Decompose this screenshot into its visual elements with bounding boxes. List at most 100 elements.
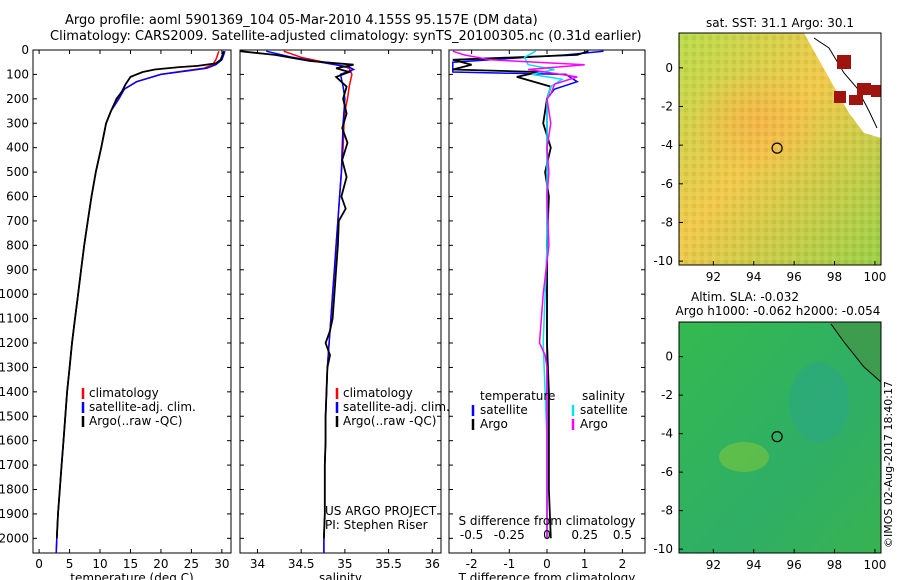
x-tick-label: 30: [214, 557, 229, 571]
x-tick-label: 5: [66, 557, 74, 571]
x-tick-label: 98: [827, 270, 842, 284]
legend-label: satellite: [480, 403, 528, 417]
y-tick-label: 1900: [0, 507, 29, 521]
x-tick-label: 100: [863, 558, 886, 572]
map-title: Altim. SLA: -0.032: [691, 290, 799, 304]
x-tick-label: 96: [786, 558, 801, 572]
map-title: sat. SST: 31.1 Argo: 30.1: [706, 16, 854, 30]
y-tick-label: -2: [661, 388, 673, 402]
x-tick-label: 100: [863, 270, 886, 284]
y-tick-label: 0: [665, 350, 673, 364]
y-tick-label: -8: [661, 504, 673, 518]
legend-title: temperature: [480, 389, 555, 403]
x-axis-label: salinity: [319, 571, 362, 580]
sst-hot-cell: [871, 85, 881, 97]
x-tick-label: 34.5: [288, 557, 315, 571]
sst-hot-cell: [857, 83, 871, 95]
x-tick-label: 10: [92, 557, 107, 571]
y-tick-label: 600: [6, 190, 29, 204]
y-tick-label: 700: [6, 214, 29, 228]
sst-map: 92 94 96 98 100 0 -2 -4 -6 -8 -10 sat. SST: 31.1 Ar…: [653, 16, 886, 284]
x-tick-label: 1: [581, 557, 589, 571]
annotation-text: PI: Stephen Riser: [325, 518, 428, 532]
annotation-text: US ARGO PROJECT: [325, 504, 437, 518]
sst-hot-cell: [834, 91, 846, 103]
x-tick-label: 36: [425, 557, 440, 571]
sla-map-frame: [678, 321, 882, 554]
series-line-temperature-argo: [452, 50, 589, 539]
y-tick-label: 1200: [0, 336, 29, 350]
top-tick-label: 0.5: [613, 528, 632, 542]
y-tick-label: 200: [6, 92, 29, 106]
sla-map-field: [679, 322, 881, 553]
footer-credit: ©IMOS 02-Aug-2017 18:40:17: [882, 381, 895, 548]
y-tick-label: 1400: [0, 385, 29, 399]
x-axis-label: T difference from climatology: [458, 571, 636, 580]
profile-location-marker: [771, 142, 783, 154]
y-tick-label: 900: [6, 263, 29, 277]
y-tick-label: 300: [6, 116, 29, 130]
series-line-argo-raw-qc-: [55, 50, 225, 539]
coastline: [813, 37, 878, 129]
temperature-panel: 0100200300400500600700800900100011001200…: [0, 43, 232, 580]
salinity-panel: 34 34.5 35 35.5 36 salinity climatologysatelli…: [239, 49, 450, 580]
top-tick-label: -0.25: [494, 528, 525, 542]
x-axis-label: temperature (deg C): [70, 571, 193, 580]
y-tick-label: 2000: [0, 531, 29, 545]
y-tick-label: 1100: [0, 312, 29, 326]
y-tick-label: 1600: [0, 434, 29, 448]
legend-label: Argo(..raw -QC): [89, 414, 182, 428]
y-tick-label: -8: [661, 215, 673, 229]
land-mask: [829, 322, 881, 382]
y-tick-label: -4: [661, 138, 673, 152]
sst-map-frame: [678, 32, 882, 266]
profile-location-marker: [771, 431, 783, 443]
series-line-salinity-satellite: [523, 50, 565, 539]
legend-label: satellite: [580, 403, 628, 417]
difference-panel: -2 -1 0 1 2T difference from climatology temp…: [448, 49, 646, 580]
x-tick-label: 20: [153, 557, 168, 571]
salinity-panel-frame: [239, 49, 442, 554]
x-tick-label: -2: [466, 557, 478, 571]
sla-map: 92 94 96 98 100 0 -2 -4 -6 -8 -10 Altim. SLA: -0.03…: [653, 290, 886, 572]
y-tick-label: -10: [653, 254, 673, 268]
legend-label: climatology: [343, 386, 413, 400]
land-mask: [804, 33, 881, 138]
sst-hot-cell: [837, 55, 851, 69]
series-line-argo-raw-qc-: [239, 50, 354, 539]
y-tick-label: 1500: [0, 409, 29, 423]
x-tick-label: 0: [35, 557, 43, 571]
y-tick-label: 500: [6, 165, 29, 179]
x-tick-label: 92: [706, 270, 721, 284]
x-tick-label: 96: [786, 270, 801, 284]
map-subtitle: Argo h1000: -0.062 h2000: -0.054: [676, 304, 881, 318]
x-tick-label: 25: [184, 557, 199, 571]
x-tick-label: 35.5: [375, 557, 402, 571]
sla-low-region: [789, 362, 849, 442]
series-line-salinity-argo: [452, 50, 585, 539]
y-tick-label: 100: [6, 67, 29, 81]
figure-title-line2: Climatology: CARS2009. Satellite-adjuste…: [50, 29, 642, 44]
legend-label: Argo: [480, 417, 508, 431]
x-tick-label: 34: [250, 557, 265, 571]
figure-title-line1: Argo profile: aoml 5901369_104 05-Mar-20…: [65, 13, 538, 28]
y-tick-label: -10: [653, 542, 673, 556]
x-tick-label: 98: [827, 558, 842, 572]
legend-label: Argo: [580, 417, 608, 431]
x-tick-label: 15: [123, 557, 138, 571]
y-tick-label: 0: [665, 61, 673, 75]
legend-title: salinity: [582, 389, 625, 403]
y-tick-label: 1800: [0, 483, 29, 497]
y-tick-label: -4: [661, 427, 673, 441]
x-tick-label: 2: [619, 557, 627, 571]
y-tick-label: 1000: [0, 287, 29, 301]
legend-label: climatology: [89, 386, 159, 400]
y-tick-label: 400: [6, 141, 29, 155]
y-tick-label: -6: [661, 177, 673, 191]
temperature-panel-frame: [32, 49, 232, 554]
x-tick-label: -1: [503, 557, 515, 571]
top-axis-label: S difference from climatology: [459, 514, 636, 528]
legend-label: Argo(..raw -QC): [343, 414, 436, 428]
top-tick-label: 0: [543, 528, 551, 542]
